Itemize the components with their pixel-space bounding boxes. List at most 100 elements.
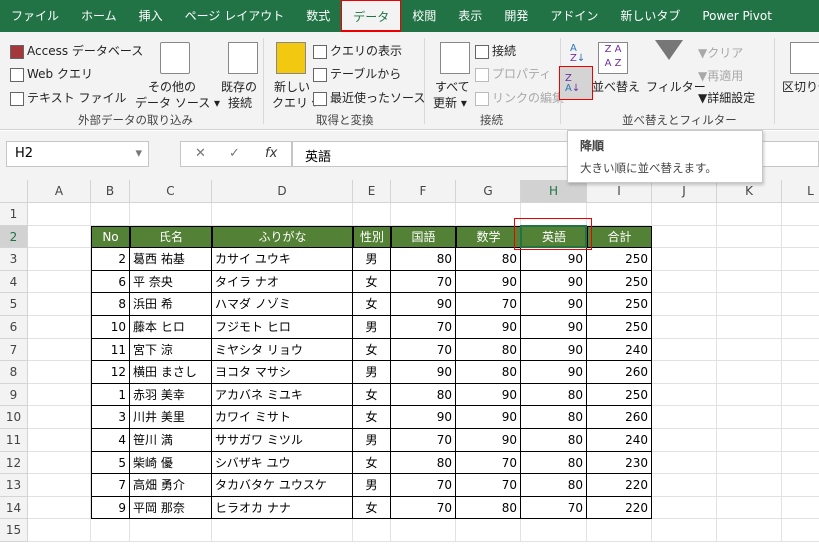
row-header-9[interactable]: 9: [0, 383, 28, 407]
table-cell[interactable]: 90: [521, 248, 587, 271]
cell[interactable]: [28, 248, 91, 271]
tab-2[interactable]: 挿入: [138, 9, 163, 23]
cell[interactable]: [717, 203, 782, 226]
table-cell[interactable]: 90: [456, 429, 521, 452]
cell[interactable]: [717, 406, 782, 429]
table-cell[interactable]: 赤羽 美幸: [130, 383, 212, 407]
column-header-G[interactable]: G: [456, 180, 521, 203]
cell[interactable]: [652, 519, 717, 542]
table-cell[interactable]: 80: [521, 474, 587, 497]
tab-10[interactable]: 新しいタブ: [620, 9, 681, 23]
cell[interactable]: [391, 203, 456, 226]
cell[interactable]: [717, 270, 782, 294]
cell[interactable]: [28, 270, 91, 294]
table-cell[interactable]: ヨコタ マサシ: [212, 361, 353, 384]
cell[interactable]: [782, 474, 819, 497]
filter-button[interactable]: フィルター: [646, 78, 706, 95]
text-file-button[interactable]: テキスト ファイル: [10, 89, 126, 106]
access-database-button[interactable]: Access データベース: [10, 42, 143, 59]
tab-0[interactable]: ファイル: [11, 9, 60, 23]
table-cell[interactable]: 70: [391, 338, 456, 362]
table-cell[interactable]: 葛西 祐基: [130, 248, 212, 271]
column-header-H[interactable]: H: [521, 180, 587, 203]
cell[interactable]: [28, 338, 91, 362]
table-cell[interactable]: 90: [521, 270, 587, 294]
table-cell[interactable]: 80: [456, 496, 521, 520]
cell[interactable]: [456, 203, 521, 226]
advanced-filter-button[interactable]: ▼詳細設定: [698, 91, 756, 105]
table-cell[interactable]: 6: [91, 270, 130, 294]
table-cell[interactable]: 男: [353, 474, 391, 497]
cell[interactable]: [456, 519, 521, 542]
table-cell[interactable]: 80: [521, 406, 587, 429]
row-header-7[interactable]: 7: [0, 338, 28, 362]
table-cell[interactable]: 80: [521, 451, 587, 475]
cell[interactable]: [782, 361, 819, 384]
table-header-cell[interactable]: ふりがな: [212, 225, 353, 249]
table-cell[interactable]: 220: [587, 496, 652, 520]
sort-button[interactable]: 並べ替え: [592, 78, 640, 95]
cell[interactable]: [212, 519, 353, 542]
table-cell[interactable]: 3: [91, 406, 130, 429]
table-cell[interactable]: ハマダ ノゾミ: [212, 293, 353, 316]
cell[interactable]: [782, 429, 819, 452]
tab-8[interactable]: 開発: [504, 9, 529, 23]
column-header-D[interactable]: D: [212, 180, 353, 203]
row-header-3[interactable]: 3: [0, 248, 28, 271]
table-cell[interactable]: 2: [91, 248, 130, 271]
cell[interactable]: [28, 383, 91, 407]
column-header-I[interactable]: I: [587, 180, 652, 203]
table-cell[interactable]: 9: [91, 496, 130, 520]
table-cell[interactable]: 70: [456, 451, 521, 475]
edit-links-button[interactable]: リンクの編集: [475, 89, 564, 106]
table-cell[interactable]: 250: [587, 316, 652, 339]
cell[interactable]: [717, 338, 782, 362]
cell[interactable]: [391, 519, 456, 542]
cell[interactable]: [353, 519, 391, 542]
cell[interactable]: [28, 361, 91, 384]
new-query-button[interactable]: 新しい: [274, 78, 310, 95]
table-cell[interactable]: 浜田 希: [130, 293, 212, 316]
name-box[interactable]: H2 ▾: [6, 141, 149, 167]
table-header-cell[interactable]: 性別: [353, 225, 391, 249]
cell[interactable]: [652, 338, 717, 362]
cell[interactable]: [130, 203, 212, 226]
table-cell[interactable]: 70: [391, 496, 456, 520]
cell[interactable]: [652, 248, 717, 271]
reapply-button[interactable]: ▼再適用: [698, 69, 744, 83]
table-cell[interactable]: 5: [91, 451, 130, 475]
cell[interactable]: [717, 451, 782, 475]
cell[interactable]: [91, 203, 130, 226]
cell[interactable]: [717, 361, 782, 384]
tab-1[interactable]: ホーム: [81, 9, 117, 23]
table-cell[interactable]: ササガワ ミツル: [212, 429, 353, 452]
table-cell[interactable]: フジモト ヒロ: [212, 316, 353, 339]
cell[interactable]: [782, 226, 819, 249]
cell[interactable]: [353, 203, 391, 226]
cell[interactable]: [717, 293, 782, 316]
tab-3[interactable]: ページ レイアウト: [184, 9, 285, 23]
cell[interactable]: [28, 203, 91, 226]
select-all-corner[interactable]: [0, 180, 28, 203]
cell[interactable]: [28, 474, 91, 497]
row-header-15[interactable]: 15: [0, 519, 28, 542]
row-header-8[interactable]: 8: [0, 361, 28, 384]
table-cell[interactable]: 10: [91, 316, 130, 339]
tab-11[interactable]: Power Pivot: [702, 9, 772, 23]
cell[interactable]: [782, 519, 819, 542]
cell[interactable]: [652, 429, 717, 452]
table-cell[interactable]: 女: [353, 293, 391, 316]
table-cell[interactable]: 女: [353, 270, 391, 294]
cell[interactable]: [717, 496, 782, 520]
cell[interactable]: [28, 429, 91, 452]
table-cell[interactable]: 笹川 満: [130, 429, 212, 452]
cell[interactable]: [652, 383, 717, 407]
table-cell[interactable]: 川井 美里: [130, 406, 212, 429]
column-header-A[interactable]: A: [28, 180, 91, 203]
table-cell[interactable]: 240: [587, 429, 652, 452]
column-header-L[interactable]: L: [782, 180, 819, 203]
tab-5[interactable]: データ: [341, 0, 402, 32]
table-cell[interactable]: 男: [353, 248, 391, 271]
cell[interactable]: [130, 519, 212, 542]
cell[interactable]: [652, 361, 717, 384]
